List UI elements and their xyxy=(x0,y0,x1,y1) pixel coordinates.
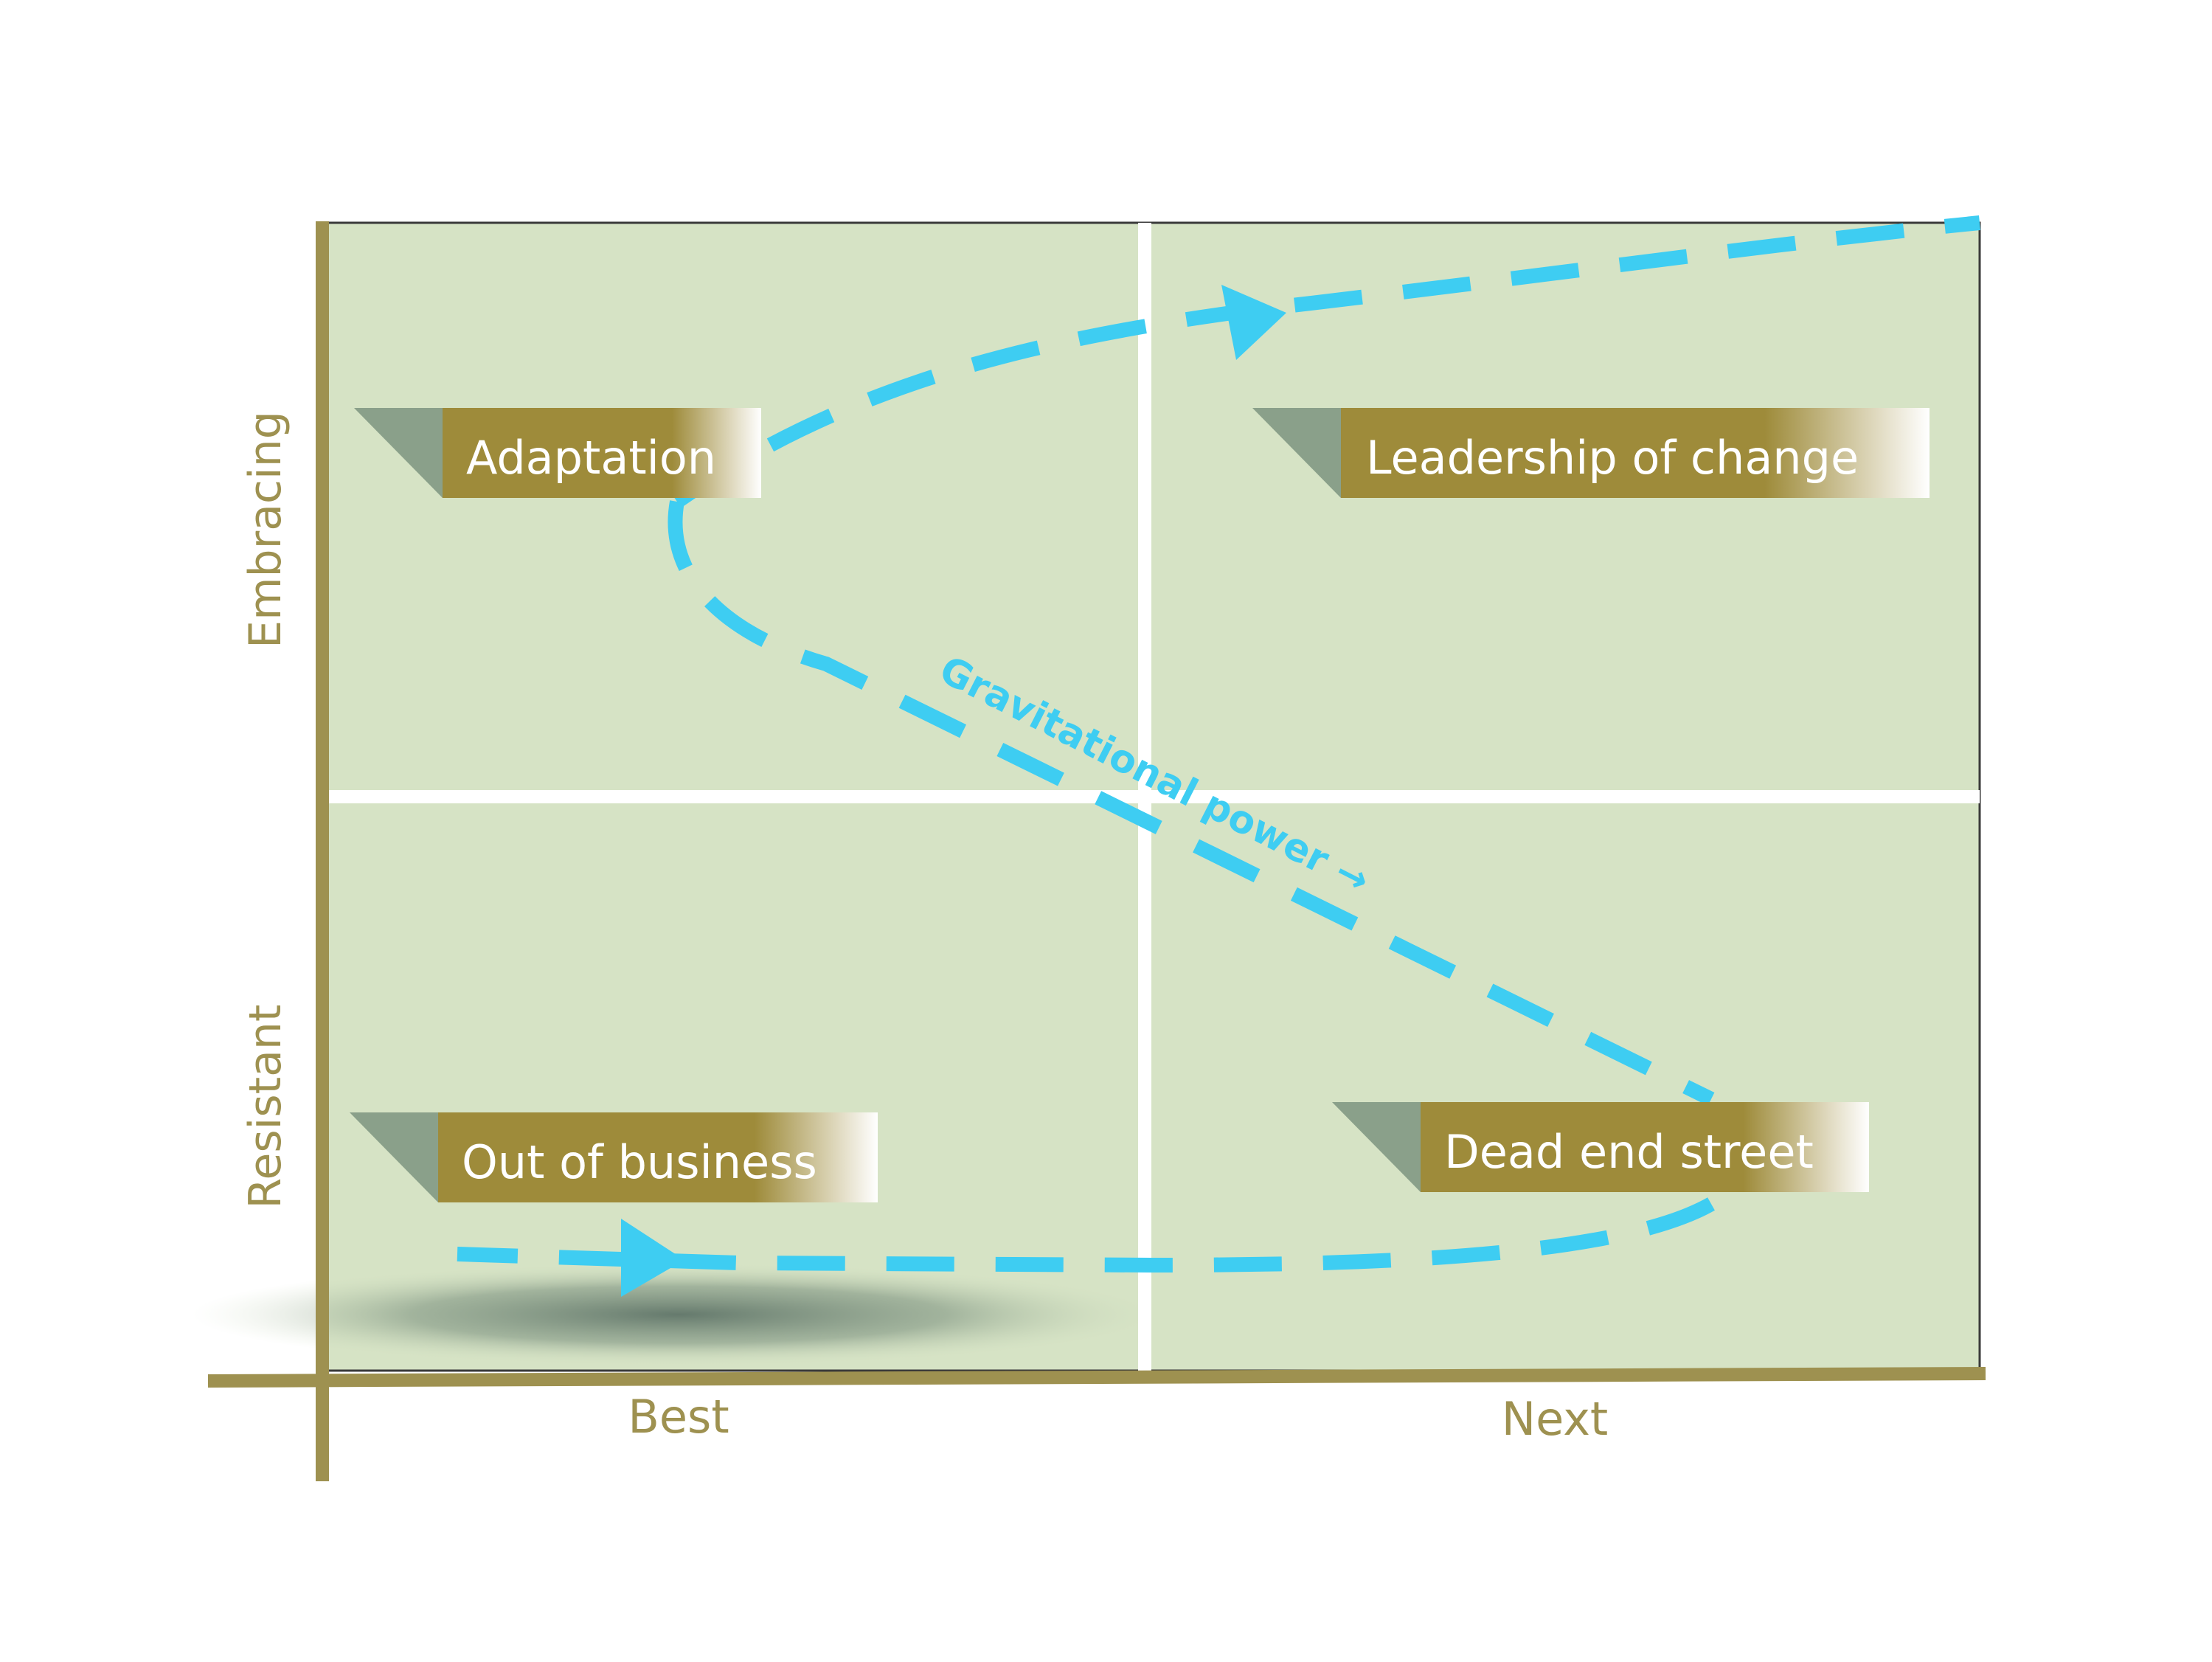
y-axis-label-bottom: Resistant xyxy=(240,1005,291,1209)
leadership-label: Leadership of change xyxy=(1366,431,1859,485)
label-tab xyxy=(350,1112,438,1202)
gravitational-path xyxy=(457,215,1980,1273)
label-plate xyxy=(1421,1102,1869,1192)
arrow-head-top xyxy=(1221,285,1286,360)
quadrant-label-bottom-left: Out of business xyxy=(350,1112,878,1202)
y-axis-label-top: Embracing xyxy=(240,411,291,648)
x-axis-label-left: Best xyxy=(628,1390,729,1444)
arrow-head-bottom xyxy=(621,1219,684,1297)
quadrant-label-top-right: Leadership of change xyxy=(1252,408,1930,498)
x-axis-label-right: Next xyxy=(1502,1392,1608,1446)
quadrant-label-bottom-right: Dead end street xyxy=(1332,1102,1869,1192)
label-tab xyxy=(354,408,443,498)
label-tab xyxy=(1332,1102,1421,1192)
out-of-business-label: Out of business xyxy=(462,1135,817,1189)
label-tab xyxy=(1252,408,1341,498)
dead-end-street-label: Dead end street xyxy=(1444,1125,1814,1179)
label-plate xyxy=(1341,408,1930,498)
ground-shadow xyxy=(192,1263,1165,1366)
adaptation-label: Adaptation xyxy=(466,431,716,485)
path-diagonal xyxy=(668,500,1715,1106)
path-bottom-curve xyxy=(457,1197,1715,1273)
label-plate xyxy=(443,408,761,498)
quadrant-label-top-left: Adaptation xyxy=(354,408,761,498)
path-top-curve xyxy=(673,215,1980,508)
x-axis-line xyxy=(207,1367,1986,1388)
label-plate xyxy=(438,1112,878,1202)
